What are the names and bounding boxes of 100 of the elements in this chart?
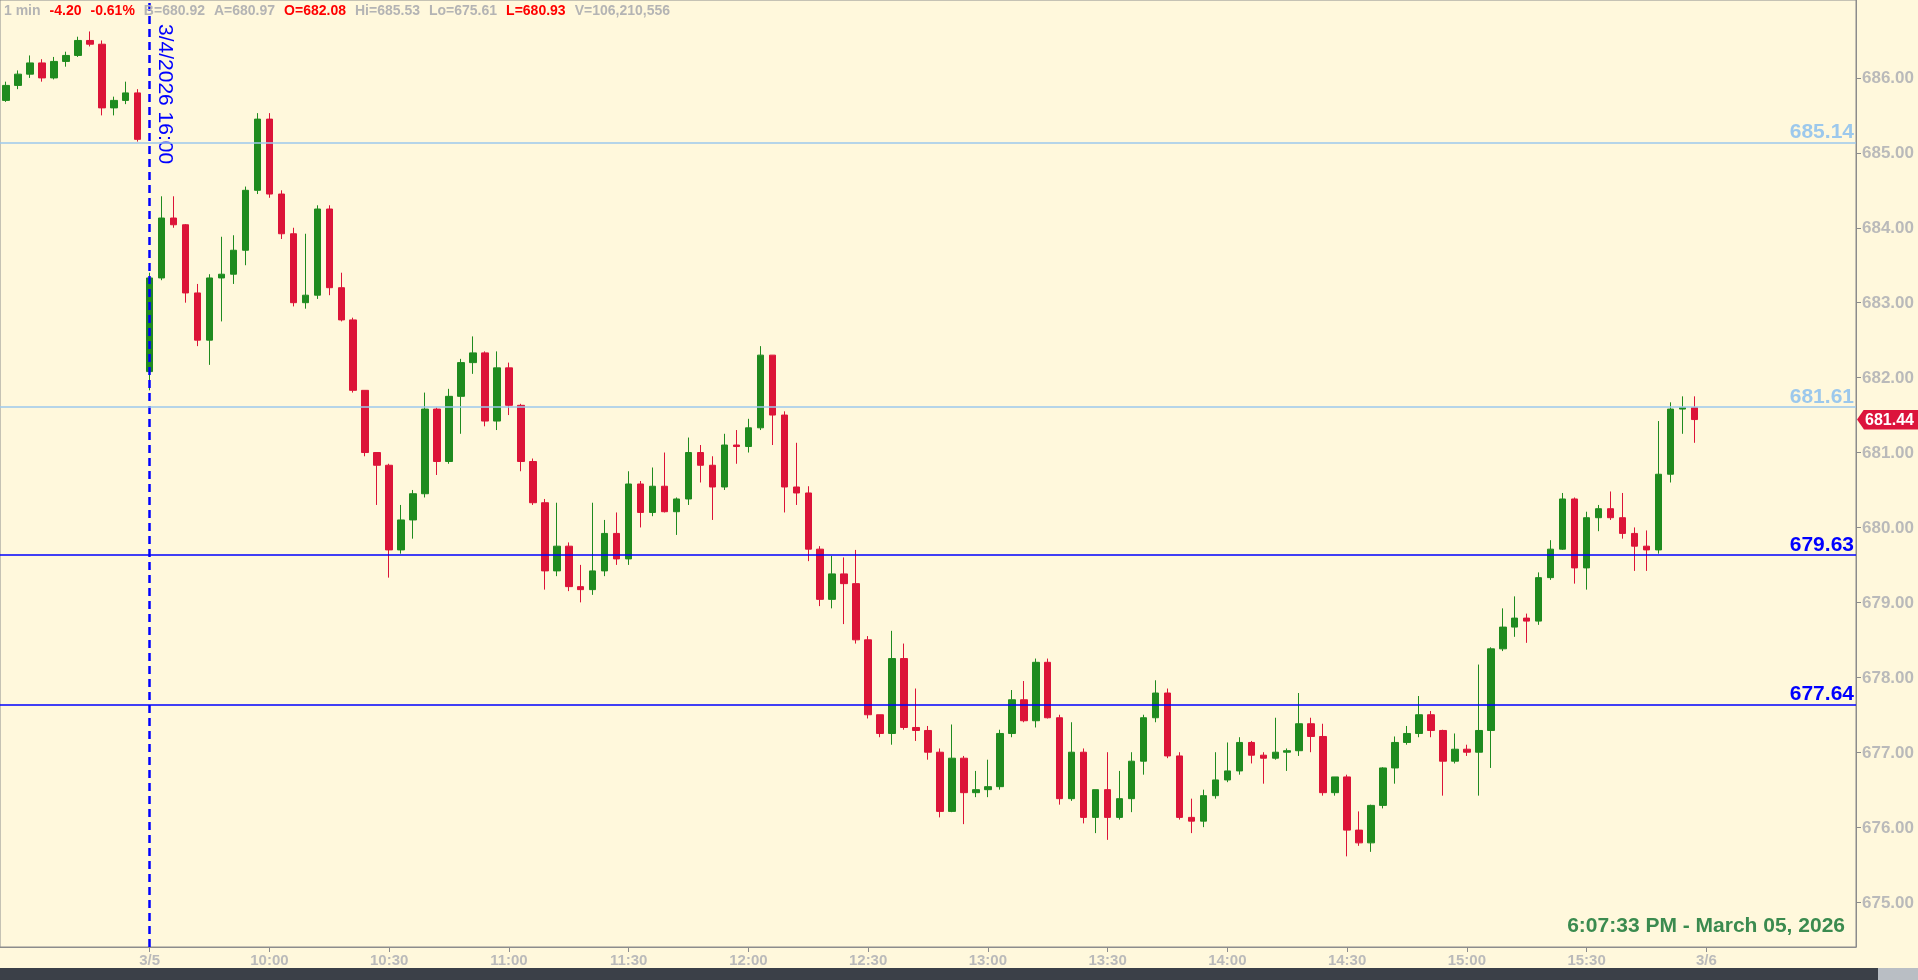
candlestick — [182, 223, 189, 304]
x-tick-label: 10:30 — [369, 951, 409, 968]
candlestick — [1463, 744, 1471, 757]
candlestick — [349, 317, 357, 394]
candlestick — [1008, 689, 1016, 738]
candlestick — [110, 96, 118, 116]
annotation: O=682.08 — [284, 2, 346, 19]
candlestick — [936, 747, 944, 818]
candlestick — [960, 755, 968, 825]
text: 681.44 — [1857, 409, 1918, 430]
y-tick-label: 684.00 — [1862, 218, 1914, 238]
candlestick — [1248, 740, 1255, 764]
candlestick — [948, 723, 956, 813]
ref-line-label: 3/4/2026 16:00 — [154, 24, 178, 165]
candlestick — [1020, 680, 1028, 723]
candlestick — [1236, 736, 1243, 776]
candlestick — [517, 403, 525, 472]
candlestick — [661, 452, 668, 513]
candlestick — [984, 759, 992, 798]
y-tick-label: 676.00 — [1862, 817, 1914, 837]
candlestick — [481, 350, 489, 427]
candlestick — [1068, 721, 1075, 802]
candlestick — [1475, 664, 1483, 797]
candlestick — [218, 236, 225, 322]
candlestick — [1295, 692, 1303, 757]
candlestick — [565, 541, 573, 592]
candlestick — [1391, 735, 1399, 785]
candlestick — [493, 350, 501, 431]
candlestick — [1355, 810, 1363, 847]
candlestick — [1559, 492, 1566, 551]
candlestick — [1080, 747, 1087, 824]
candlestick — [1331, 776, 1339, 797]
y-tick-label: 686.00 — [1862, 68, 1914, 88]
x-tick-label: 3/5 — [139, 951, 161, 968]
chart-title: 1 min — [4, 2, 41, 19]
candlestick — [194, 283, 201, 347]
candlestick — [1403, 725, 1411, 746]
candlestick — [1583, 511, 1590, 591]
candlestick — [122, 81, 129, 105]
candlestick — [278, 189, 285, 240]
candlestick — [1487, 646, 1495, 769]
candlestick — [433, 407, 441, 476]
candlestick — [314, 204, 321, 300]
candlestick — [505, 362, 513, 416]
candlestick — [1367, 804, 1375, 853]
candlestick — [840, 556, 848, 625]
candlestick — [266, 112, 273, 199]
candlestick — [912, 688, 920, 742]
candlestick — [421, 392, 429, 498]
candlestick — [625, 470, 632, 566]
candlestick — [86, 30, 94, 47]
ref-line-label: 681.61 — [1789, 383, 1855, 407]
candlestick — [852, 549, 860, 645]
candlestick — [1200, 789, 1207, 828]
candlestick — [793, 442, 800, 506]
ref-line-label: 679.63 — [1789, 532, 1854, 556]
candlestick — [397, 504, 405, 555]
candlestick — [254, 112, 261, 195]
candlestick — [1283, 747, 1291, 772]
candlestick — [972, 770, 980, 798]
candlestick — [1379, 766, 1387, 809]
candlestick — [1032, 658, 1040, 728]
candlestick — [361, 389, 369, 457]
annotation: A=680.97 — [213, 2, 276, 19]
annotation: Lo=675.61 — [428, 2, 498, 19]
annotation: -0.61% — [90, 2, 135, 19]
candlestick — [697, 444, 704, 483]
candlestick — [900, 643, 908, 731]
candlestick — [1439, 729, 1447, 797]
candlestick — [457, 358, 465, 435]
candlestick — [1655, 420, 1662, 555]
candlestick — [553, 502, 561, 577]
candlestick — [1224, 741, 1231, 783]
x-tick-label: 12:00 — [729, 951, 768, 968]
y-tick-label: 682.00 — [1862, 368, 1914, 388]
candlestick — [290, 227, 297, 307]
candlestick — [1415, 695, 1423, 738]
candlestick — [1691, 395, 1698, 444]
x-tick-label: 12:30 — [848, 951, 888, 968]
candlestick — [1511, 595, 1518, 638]
candlestick — [613, 511, 620, 566]
y-tick-label: 680.00 — [1862, 517, 1914, 537]
candlestick — [1595, 504, 1602, 532]
x-tick-label: 3/6 — [1695, 951, 1717, 968]
candlestick — [1427, 710, 1435, 738]
candlestick — [1212, 751, 1219, 800]
candlestick — [529, 458, 537, 506]
candlestick — [577, 564, 584, 603]
candlestick — [1056, 714, 1063, 806]
y-tick-label: 685.00 — [1862, 143, 1914, 163]
candlestick — [158, 195, 165, 281]
candlestick — [1535, 571, 1542, 626]
candlestick — [38, 58, 46, 83]
y-tick-label: 675.00 — [1862, 892, 1914, 912]
annotation: -4.20 — [49, 2, 82, 19]
candlestick — [1128, 751, 1135, 813]
candlestick — [541, 498, 549, 591]
annotation: L=680.93 — [506, 2, 566, 19]
candlestick — [769, 354, 776, 446]
candlestick — [1631, 526, 1638, 572]
